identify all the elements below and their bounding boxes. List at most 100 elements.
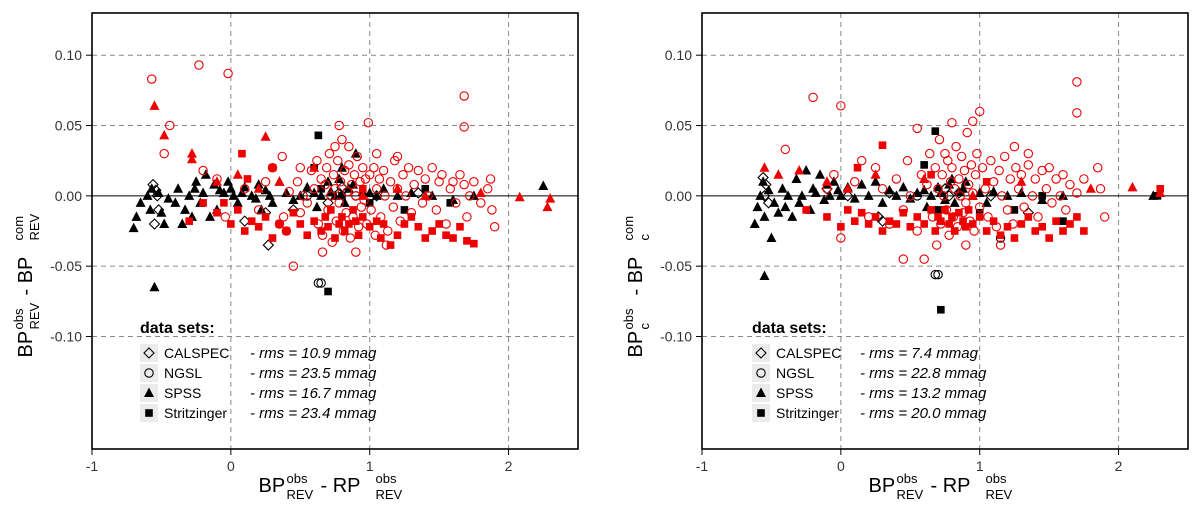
stritzinger-black-point — [446, 199, 455, 207]
spss-red-point — [967, 190, 978, 200]
ngsl-red-point — [919, 254, 929, 264]
stritzinger-red-point — [955, 208, 963, 217]
spss-black-point — [780, 201, 791, 212]
spss-black-point — [958, 183, 969, 193]
ngsl-red-point — [829, 169, 839, 180]
spss-red-point — [232, 169, 243, 179]
spss-black-point — [940, 194, 950, 205]
stritzinger-red-point — [393, 231, 402, 240]
axis-label-sub: REV — [27, 302, 42, 329]
ngsl-red-point — [937, 169, 947, 180]
axis-label-mid: - BP — [15, 257, 37, 296]
axis-label-sub: c — [637, 323, 652, 330]
spss-black-point — [783, 190, 794, 200]
spss-black-point — [191, 176, 202, 186]
ngsl-red-point — [334, 198, 344, 208]
ngsl-red-point — [464, 191, 475, 201]
ngsl-red-point — [198, 165, 208, 176]
ngsl-red-point — [295, 207, 306, 218]
ngsl-red-point — [836, 101, 846, 111]
ngsl-red-point — [220, 212, 231, 222]
stritzinger-red-point — [407, 213, 416, 221]
y-tick-label: -0.05 — [50, 258, 82, 274]
axis-label-sup: obs — [986, 471, 1007, 486]
stritzinger-black-point — [1059, 217, 1067, 225]
ngsl-red-point — [954, 174, 964, 184]
spss-red-point — [821, 176, 832, 186]
ngsl-red-point — [955, 191, 966, 201]
ngsl-red-point — [898, 254, 909, 264]
spss-black-point — [949, 197, 960, 207]
ngsl-red-point — [401, 191, 411, 201]
x-tick-label: 0 — [837, 458, 845, 474]
spss-red-point — [542, 201, 553, 212]
stritzinger-red-point — [945, 220, 953, 228]
stritzinger-red-point — [1156, 185, 1165, 193]
legend-entry-rms: - rms = 13.2 mmag — [860, 385, 987, 402]
stritzinger-red-point — [268, 234, 277, 242]
ngsl-red-point — [912, 226, 922, 236]
stritzinger-red-point — [358, 185, 367, 193]
spss-black-point — [145, 204, 156, 214]
axis-label-sub: REV — [27, 213, 42, 240]
spss-black-point — [232, 197, 243, 207]
stritzinger-red-point — [199, 199, 207, 207]
legend-entry-rms: - rms = 20.0 mmag — [860, 405, 987, 422]
ngsl-red-point — [459, 122, 469, 132]
calspec-black-point — [842, 190, 854, 202]
spss-black-point — [773, 207, 784, 217]
ngsl-red-point — [1023, 148, 1034, 159]
spss-black-point — [288, 194, 299, 205]
ngsl-black-point — [930, 269, 941, 280]
ngsl-red-point — [351, 247, 361, 257]
spss-black-point — [218, 187, 229, 198]
axis-label-sup: com — [11, 216, 26, 241]
spss-black-point — [819, 194, 830, 205]
ngsl-red-point — [194, 60, 204, 70]
stritzinger-red-point — [247, 217, 256, 225]
axis-label-sup: obs — [621, 308, 636, 329]
ngsl-red-point — [945, 177, 956, 187]
spss-black-point — [135, 197, 146, 207]
ngsl-red-point — [278, 212, 289, 222]
stritzinger-red-point — [941, 206, 949, 214]
spss-red-point — [309, 162, 320, 172]
ngsl-red-point — [997, 191, 1007, 201]
ngsl-red-point — [159, 148, 169, 159]
stritzinger-red-point — [303, 231, 312, 240]
ngsl-red-point — [309, 184, 319, 194]
axis-label-sup: obs — [376, 471, 397, 486]
spss-black-point — [759, 270, 770, 281]
ngsl-red-point — [970, 169, 981, 180]
stritzinger-red-point — [352, 217, 360, 225]
stritzinger-red-point — [927, 170, 935, 179]
stritzinger-red-point — [853, 163, 862, 172]
ngsl-red-point — [489, 222, 500, 232]
spss-black-point — [228, 190, 239, 200]
spss-black-point — [905, 193, 916, 203]
circle-legend-marker — [756, 368, 766, 378]
stritzinger-red-point — [1010, 234, 1019, 242]
ngsl-red-point — [836, 233, 846, 243]
stritzinger-red-point — [470, 239, 478, 248]
stritzinger-red-point — [340, 227, 349, 235]
ngsl-red-point — [863, 212, 874, 222]
ngsl-red-point — [409, 179, 419, 190]
y-tick-label: 0.00 — [665, 188, 692, 204]
ngsl-red-point — [413, 165, 424, 176]
spss-black-point — [149, 281, 160, 292]
ngsl-red-point — [392, 151, 403, 162]
ngsl-red-point — [378, 165, 389, 176]
ngsl-red-point — [849, 177, 860, 187]
ngsl-red-point — [1041, 184, 1052, 194]
ngsl-red-point — [330, 184, 340, 194]
stritzinger-red-point — [975, 213, 984, 221]
ngsl-black-point — [933, 269, 943, 280]
ngsl-red-point — [943, 155, 953, 166]
ngsl-red-point — [459, 179, 469, 190]
ngsl-red-point — [933, 184, 943, 194]
axis-label-sub: REV — [376, 487, 403, 502]
ngsl-red-point — [302, 198, 312, 208]
